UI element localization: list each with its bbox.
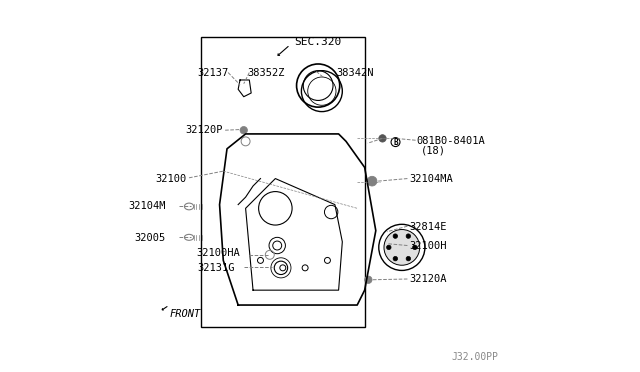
Text: 32100: 32100 — [155, 174, 186, 183]
Text: 32005: 32005 — [134, 233, 166, 243]
Text: (18): (18) — [420, 146, 445, 155]
Circle shape — [393, 256, 397, 261]
Text: 32131G: 32131G — [197, 263, 234, 273]
Circle shape — [393, 234, 397, 238]
Text: 32104MA: 32104MA — [410, 174, 453, 183]
Circle shape — [240, 126, 248, 134]
Text: J32.00PP: J32.00PP — [452, 352, 499, 362]
Text: 32100H: 32100H — [410, 241, 447, 250]
Circle shape — [413, 245, 417, 250]
Circle shape — [387, 245, 391, 250]
Text: 38352Z: 38352Z — [248, 68, 285, 77]
Text: B: B — [393, 138, 398, 147]
Text: SEC.320: SEC.320 — [294, 37, 341, 46]
Text: 32814E: 32814E — [410, 222, 447, 232]
Text: FRONT: FRONT — [170, 310, 200, 319]
Text: 32120P: 32120P — [186, 125, 223, 135]
Text: 38342N: 38342N — [337, 68, 374, 77]
Circle shape — [379, 135, 386, 142]
Bar — [201, 37, 365, 327]
Text: 081B0-8401A: 081B0-8401A — [417, 137, 486, 146]
Circle shape — [365, 276, 372, 283]
Circle shape — [406, 256, 411, 261]
Circle shape — [367, 176, 377, 186]
Text: 32104M: 32104M — [128, 202, 166, 211]
Text: 32120A: 32120A — [410, 274, 447, 284]
Text: 32137: 32137 — [198, 68, 229, 77]
Circle shape — [384, 230, 420, 265]
Text: 32100HA: 32100HA — [196, 248, 240, 258]
Circle shape — [406, 234, 411, 238]
